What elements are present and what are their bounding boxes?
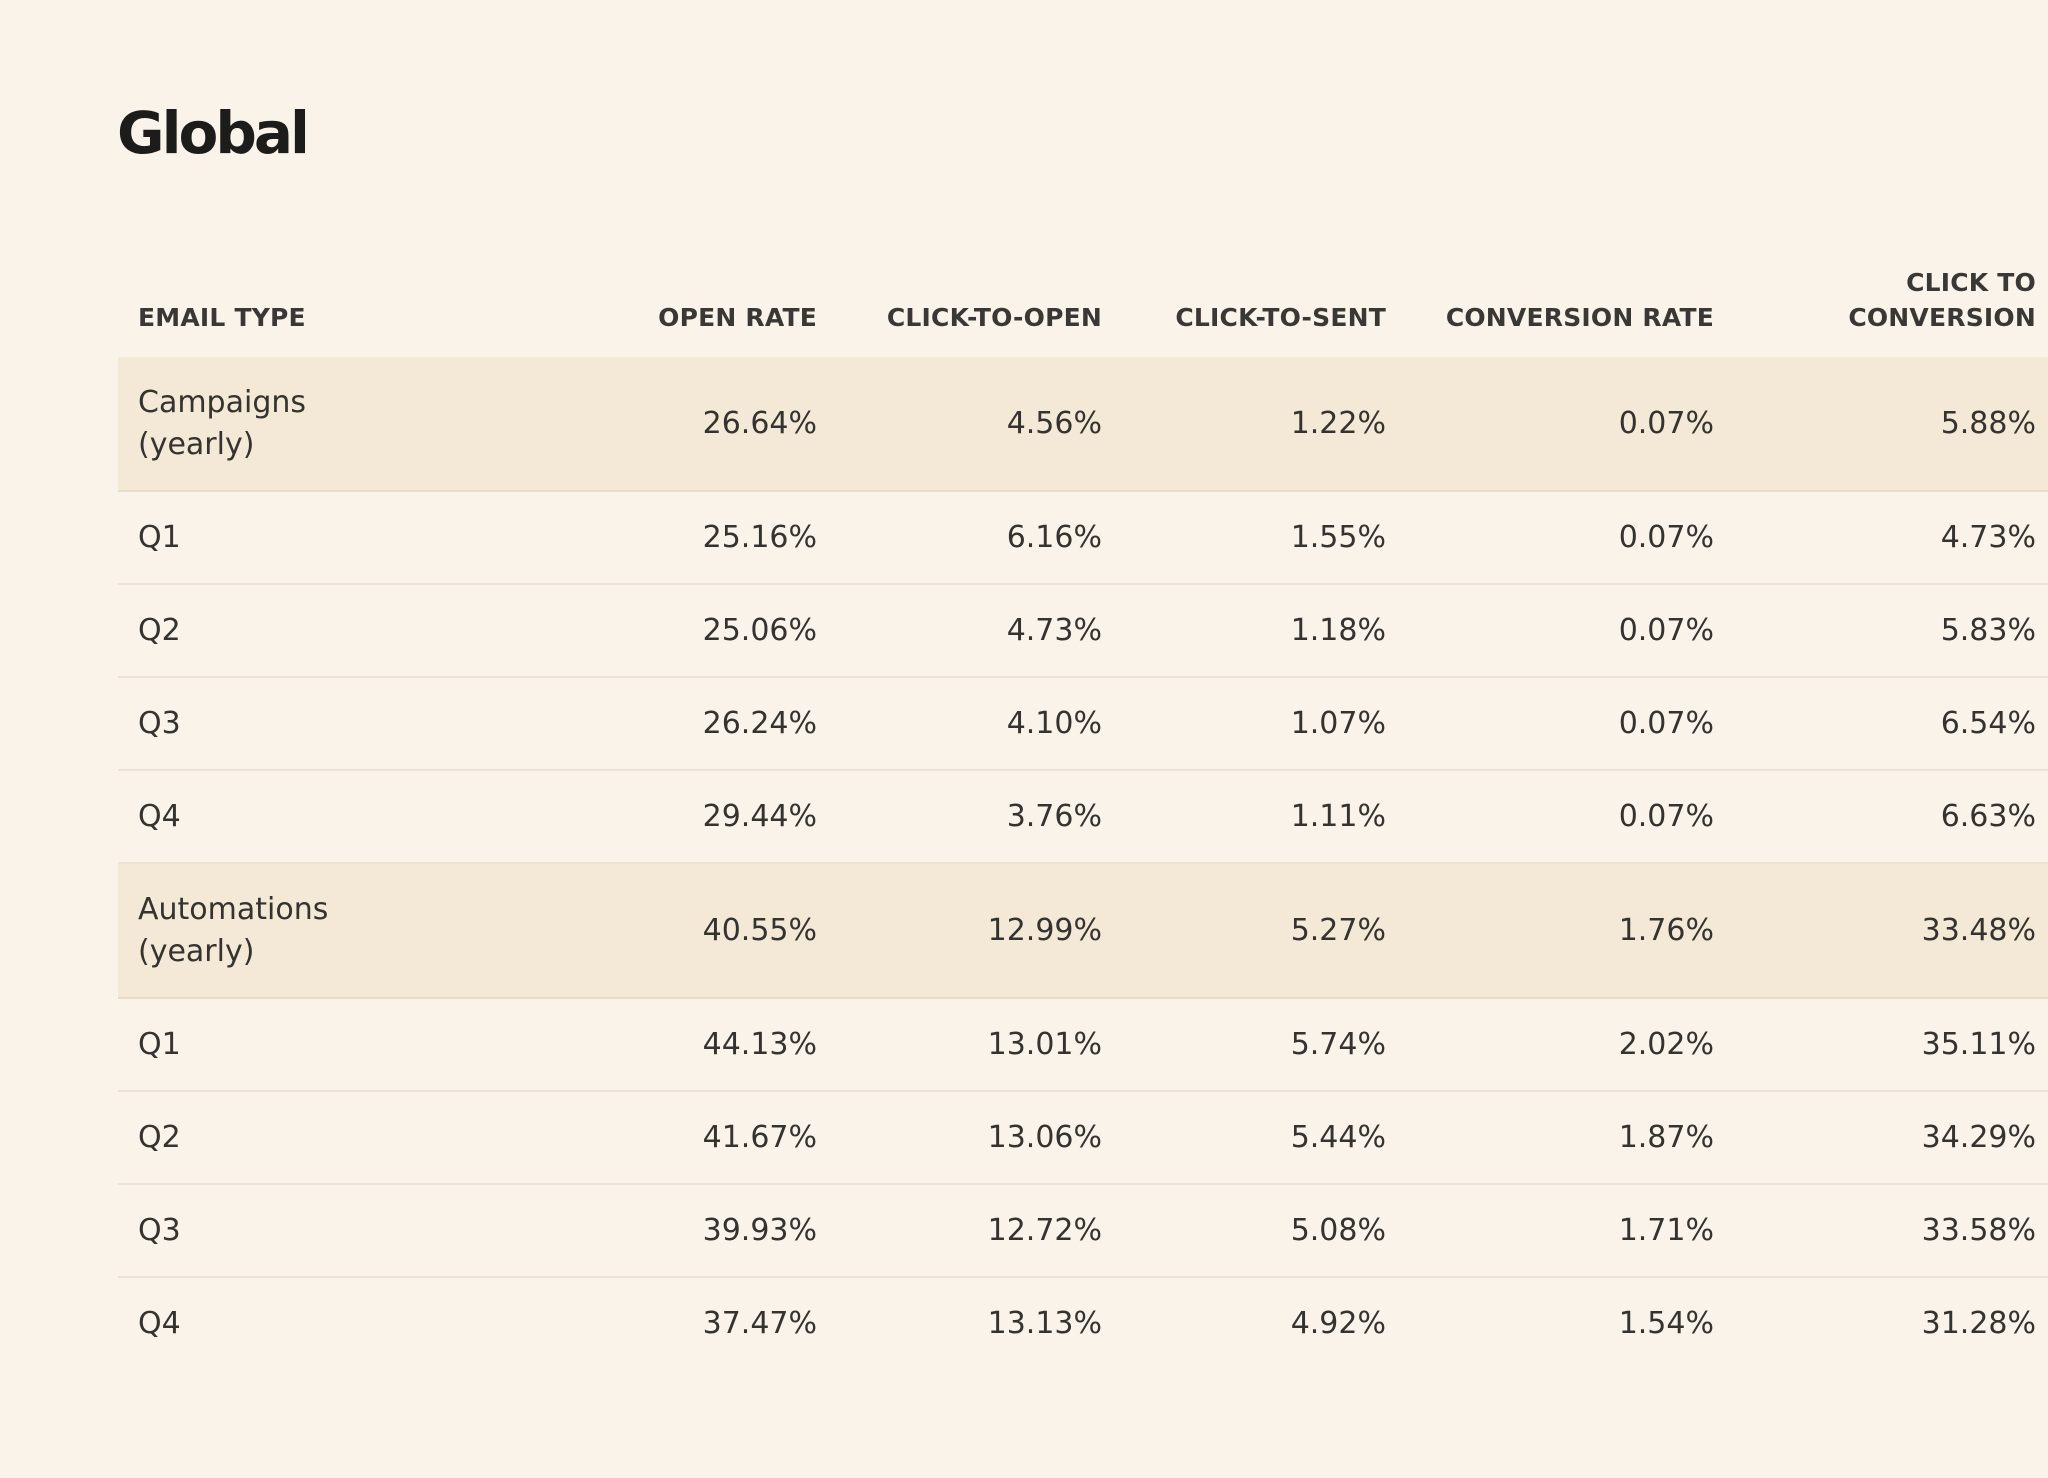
open-rate-cell: 41.67% (498, 1091, 837, 1185)
table-row: Q1 44.13% 13.01% 5.74% 2.02% 35.11% (118, 998, 2048, 1092)
page-title: Global (117, 99, 310, 167)
conversion-rate-cell: 1.87% (1406, 1091, 1734, 1185)
table-header: EMAIL TYPE OPEN RATE CLICK-TO-OPEN CLICK… (118, 265, 2048, 357)
column-header-open-rate: OPEN RATE (658, 303, 817, 332)
email-type-cell: Q1 (118, 491, 498, 585)
open-rate-cell: 25.16% (498, 491, 837, 585)
benchmark-table: EMAIL TYPE OPEN RATE CLICK-TO-OPEN CLICK… (118, 265, 2048, 1369)
click-to-sent-cell: 5.08% (1122, 1184, 1406, 1278)
click-to-open-cell: 12.99% (837, 863, 1122, 999)
open-rate-cell: 26.64% (498, 357, 837, 492)
email-type-label: Automations (138, 891, 329, 927)
column-header-conversion-rate: CONVERSION RATE (1445, 303, 1714, 332)
click-to-open-cell: 4.73% (837, 584, 1122, 678)
benchmark-table-container: EMAIL TYPE OPEN RATE CLICK-TO-OPEN CLICK… (118, 265, 2048, 1369)
table-body: Campaigns (yearly) 26.64% 4.56% 1.22% 0.07% 5.… (118, 357, 2048, 1369)
click-to-sent-cell: 5.74% (1122, 998, 1406, 1092)
click-to-conversion-cell: 5.83% (1734, 584, 2048, 678)
table-row: Q3 26.24% 4.10% 1.07% 0.07% 6.54% (118, 677, 2048, 771)
email-type-period: (yearly) (138, 426, 255, 462)
conversion-rate-cell: 1.71% (1406, 1184, 1734, 1278)
click-to-conversion-cell: 5.88% (1734, 357, 2048, 492)
column-header-email-type: EMAIL TYPE (138, 303, 306, 332)
click-to-open-cell: 13.06% (837, 1091, 1122, 1185)
conversion-rate-cell: 0.07% (1406, 677, 1734, 771)
column-header-click-to-sent: CLICK-TO-SENT (1175, 303, 1386, 332)
email-type-cell: Q3 (118, 677, 498, 771)
open-rate-cell: 29.44% (498, 770, 837, 864)
click-to-open-cell: 13.13% (987, 1305, 1102, 1341)
open-rate-cell: 39.93% (498, 1184, 837, 1278)
email-type-label: Campaigns (138, 384, 307, 420)
header-row: EMAIL TYPE OPEN RATE CLICK-TO-OPEN CLICK… (118, 265, 2048, 357)
click-to-open-cell: 3.76% (837, 770, 1122, 864)
conversion-rate-cell: 1.54% (1618, 1305, 1714, 1341)
open-rate-cell: 37.47% (702, 1305, 817, 1341)
click-to-sent-cell: 1.55% (1122, 491, 1406, 585)
conversion-rate-cell: 2.02% (1406, 998, 1734, 1092)
click-to-conversion-cell: 35.11% (1734, 998, 2048, 1092)
click-to-sent-cell: 4.92% (1290, 1305, 1386, 1341)
email-type-cell: Q3 (118, 1184, 498, 1278)
click-to-open-cell: 4.56% (837, 357, 1122, 492)
click-to-conversion-cell: 6.63% (1734, 770, 2048, 864)
click-to-sent-cell: 1.07% (1122, 677, 1406, 771)
conversion-rate-cell: 0.07% (1406, 357, 1734, 492)
click-to-conversion-cell: 33.48% (1734, 863, 2048, 999)
open-rate-cell: 44.13% (498, 998, 837, 1092)
conversion-rate-cell: 0.07% (1406, 584, 1734, 678)
email-type-cell: Q1 (118, 998, 498, 1092)
table-row: Q1 25.16% 6.16% 1.55% 0.07% 4.73% (118, 491, 2048, 585)
column-header-click-to-open: CLICK-TO-OPEN (886, 303, 1102, 332)
table-row: Q4 37.47% 13.13% 4.92% 1.54% 31.28% (118, 1277, 2048, 1369)
conversion-rate-cell: 0.07% (1406, 770, 1734, 864)
open-rate-cell: 40.55% (498, 863, 837, 999)
click-to-conversion-cell: 6.54% (1734, 677, 2048, 771)
summary-row: Automations (yearly) 40.55% 12.99% 5.27% 1.76… (118, 863, 2048, 999)
click-to-open-cell: 12.72% (837, 1184, 1122, 1278)
table-row: Q2 41.67% 13.06% 5.44% 1.87% 34.29% (118, 1091, 2048, 1185)
conversion-rate-cell: 1.76% (1406, 863, 1734, 999)
email-type-cell: Q2 (118, 1091, 498, 1185)
email-type-cell: Q2 (118, 584, 498, 678)
email-type-cell: Automations (yearly) (118, 863, 498, 999)
conversion-rate-cell: 0.07% (1406, 491, 1734, 585)
summary-row: Campaigns (yearly) 26.64% 4.56% 1.22% 0.07% 5.… (118, 357, 2048, 492)
email-type-period: (yearly) (138, 933, 255, 969)
click-to-open-cell: 6.16% (837, 491, 1122, 585)
table-row: Q4 29.44% 3.76% 1.11% 0.07% 6.63% (118, 770, 2048, 864)
click-to-open-cell: 4.10% (837, 677, 1122, 771)
table-row: Q2 25.06% 4.73% 1.18% 0.07% 5.83% (118, 584, 2048, 678)
click-to-conversion-cell: 4.73% (1734, 491, 2048, 585)
email-type-cell: Campaigns (yearly) (118, 357, 498, 492)
click-to-sent-cell: 1.18% (1122, 584, 1406, 678)
email-type-cell: Q4 (138, 1305, 181, 1341)
column-header-click-to-conversion-text: CLICK TO CONVERSION (1848, 268, 2036, 332)
click-to-conversion-cell: 34.29% (1734, 1091, 2048, 1185)
open-rate-cell: 26.24% (498, 677, 837, 771)
click-to-sent-cell: 5.44% (1122, 1091, 1406, 1185)
email-type-cell: Q4 (118, 770, 498, 864)
table-row: Q3 39.93% 12.72% 5.08% 1.71% 33.58% (118, 1184, 2048, 1278)
click-to-conversion-cell: 31.28% (1921, 1305, 2036, 1341)
click-to-sent-cell: 1.11% (1122, 770, 1406, 864)
click-to-sent-cell: 5.27% (1122, 863, 1406, 999)
open-rate-cell: 25.06% (498, 584, 837, 678)
click-to-sent-cell: 1.22% (1122, 357, 1406, 492)
click-to-open-cell: 13.01% (837, 998, 1122, 1092)
click-to-conversion-cell: 33.58% (1734, 1184, 2048, 1278)
column-header-click-to-conversion: CLICK TO CONVERSION (1734, 265, 2048, 357)
